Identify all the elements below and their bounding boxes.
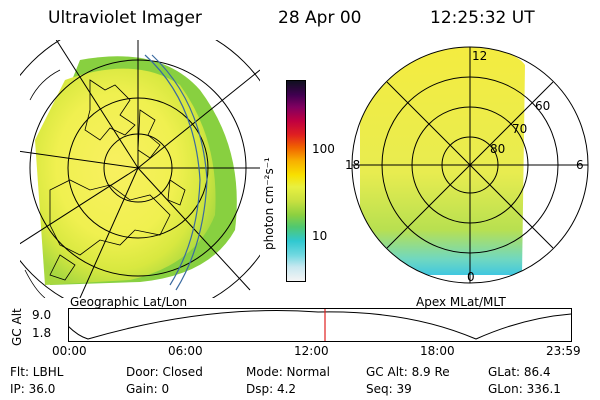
right-panel-label: Apex MLat/MLT [416,295,506,309]
mlt-label-0: 0 [467,270,475,284]
colorbar [286,80,306,282]
timeline-xtick-0600: 06:00 [168,344,203,358]
info-glon: GLon: 336.1 [488,382,561,396]
lat-label-80: 80 [490,142,505,156]
left-panel-label: Geographic Lat/Lon [70,295,188,309]
mlt-label-12: 12 [472,49,487,63]
timeline-xtick-1200: 12:00 [294,344,329,358]
timeline-plot [68,308,572,342]
timeline-ytick-9: 9.0 [32,308,52,322]
colorbar-units: photon cm⁻²s⁻¹ [262,157,276,250]
time-label: 12:25:32 UT [430,8,535,28]
timeline-ytick-1-8: 1.8 [32,326,52,340]
timeline-xtick-1800: 18:00 [420,344,455,358]
geographic-image [20,40,260,298]
info-gc-alt: GC Alt: 8.9 Re [366,365,450,379]
lat-label-60: 60 [535,99,550,113]
app-title: Ultraviolet Imager [48,8,202,28]
info-mode: Mode: Normal [246,365,330,379]
info-filter: Flt: LBHL [10,365,64,379]
date-label: 28 Apr 00 [278,8,362,28]
info-ip: IP: 36.0 [10,382,56,396]
info-door: Door: Closed [126,365,203,379]
colorbar-tick-100: 100 [312,142,335,156]
info-gain: Gain: 0 [126,382,170,396]
colorbar-tick-10: 10 [312,229,328,243]
timeline-xtick-2359: 23:59 [546,344,581,358]
mlt-label-6: 6 [576,158,584,172]
info-dsp: Dsp: 4.2 [246,382,297,396]
mlt-label-18: 18 [345,158,360,172]
info-seq: Seq: 39 [366,382,412,396]
timeline-xtick-0000: 00:00 [52,344,87,358]
info-glat: GLat: 86.4 [488,365,551,379]
magnetic-image: 12 18 6 0 60 70 80 [345,46,589,284]
timeline-ylabel: GC Alt [10,308,24,346]
lat-label-70: 70 [512,122,527,136]
